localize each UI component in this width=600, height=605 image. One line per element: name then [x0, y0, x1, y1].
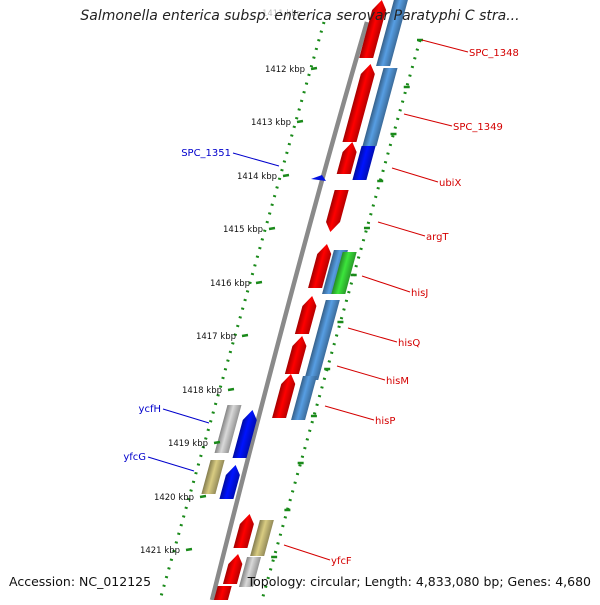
gene-leader — [147, 456, 195, 472]
gene-label[interactable]: SPC_1349 — [453, 122, 503, 133]
kbp-tick-mark — [255, 280, 263, 285]
kbp-tick-label: 1418 kbp — [182, 386, 222, 396]
gene-label[interactable]: hisP — [375, 416, 395, 427]
kbp-tick-label: 1421 kbp — [140, 546, 180, 556]
gene-label[interactable]: hisM — [386, 376, 409, 387]
feature-hisp-b[interactable] — [291, 376, 317, 420]
kbp-tick-mark — [213, 440, 221, 445]
kbp-tick-label-cut: 1411 kbp — [262, 9, 302, 19]
outer-dotted-track — [158, 21, 326, 601]
feature-tracks — [158, 21, 422, 601]
gene-label[interactable]: SPC_1348 — [469, 48, 519, 59]
feature-spc-1348-b[interactable] — [376, 0, 408, 66]
gene-leader — [391, 167, 439, 183]
accession-text: Accession: NC_012125 — [9, 574, 152, 589]
kbp-tick-label: 1416 kbp — [210, 279, 250, 289]
feature-yfcf-c[interactable] — [222, 554, 245, 584]
kbp-tick-label: 1412 kbp — [265, 65, 305, 75]
feature-yfcg-a[interactable] — [201, 460, 225, 494]
feature-ycfh-a[interactable] — [214, 405, 242, 453]
gene-label[interactable]: ubiX — [439, 178, 461, 189]
feature-argt[interactable] — [323, 190, 349, 232]
kbp-tick-mark — [310, 66, 318, 71]
feature-hisq[interactable] — [294, 296, 319, 334]
gene-leader — [377, 221, 426, 237]
gene-label[interactable]: yfcG — [123, 452, 146, 463]
gene-features — [201, 0, 408, 605]
gene-label[interactable]: yfcF — [331, 556, 352, 567]
feature-spc-1349-b[interactable] — [362, 68, 398, 146]
kbp-tick-label: 1414 kbp — [237, 172, 277, 182]
feature-hisq-b[interactable] — [304, 300, 340, 380]
feature-hisj[interactable] — [308, 244, 334, 288]
kbp-tick-mark — [268, 226, 276, 231]
feature-spc-1349[interactable] — [342, 64, 377, 142]
topology-text: Topology: circular; Length: 4,833,080 bp… — [247, 574, 591, 589]
label-leaders: SPC_1348 SPC_1349 ubiX argT hisJ hisQ hisM hisP… — [123, 39, 519, 567]
gene-leader — [232, 152, 280, 167]
feature-yfcf-d[interactable] — [238, 557, 262, 587]
kbp-tick-label: 1419 kbp — [168, 439, 208, 449]
feature-hisj-c[interactable] — [331, 252, 357, 294]
kbp-tick-label: 1420 kbp — [154, 493, 194, 503]
feature-spc-1348[interactable] — [359, 0, 389, 58]
kbp-tick-label: 1413 kbp — [251, 118, 291, 128]
feature-hism[interactable] — [284, 336, 309, 374]
feature-spc-1351[interactable] — [311, 175, 326, 181]
gene-leader — [162, 408, 210, 424]
kbp-tick-mark — [185, 547, 193, 552]
kbp-tick-mark — [199, 494, 207, 499]
gene-label[interactable]: SPC_1351 — [181, 148, 231, 159]
gene-label[interactable]: argT — [426, 232, 449, 243]
feature-yfcg[interactable] — [219, 465, 242, 499]
feature-yfcf[interactable] — [250, 520, 274, 556]
gene-leader — [361, 275, 411, 293]
gene-leader — [324, 405, 375, 421]
kbp-tick-mark — [227, 387, 235, 392]
map-title: Salmonella enterica subsp. enterica sero… — [80, 8, 520, 24]
kbp-tick-mark — [282, 173, 290, 178]
gene-leader — [283, 544, 331, 561]
gene-leader — [403, 113, 453, 127]
gene-label[interactable]: ycfH — [139, 404, 161, 415]
gene-label[interactable]: hisJ — [411, 288, 428, 299]
feature-yfcf-a[interactable] — [233, 514, 256, 548]
kbp-ticks: 1411 kbp 1412 kbp 1413 kbp 1414 kbp 1415 kbp… — [140, 9, 423, 559]
feature-hisp[interactable] — [272, 374, 298, 418]
genome-backbone — [209, 21, 370, 601]
kbp-tick-mark — [241, 333, 249, 338]
kbp-tick-label: 1415 kbp — [223, 225, 263, 235]
gene-leader — [421, 39, 469, 53]
gene-label[interactable]: hisQ — [398, 338, 420, 349]
gene-leader — [347, 327, 398, 343]
feature-ycfh[interactable] — [232, 410, 260, 458]
kbp-tick-label: 1417 kbp — [196, 332, 236, 342]
kbp-tick-mark — [296, 119, 304, 124]
gene-leader — [336, 365, 386, 381]
feature-ubix[interactable] — [336, 142, 360, 174]
feature-ubix-b[interactable] — [352, 146, 376, 180]
